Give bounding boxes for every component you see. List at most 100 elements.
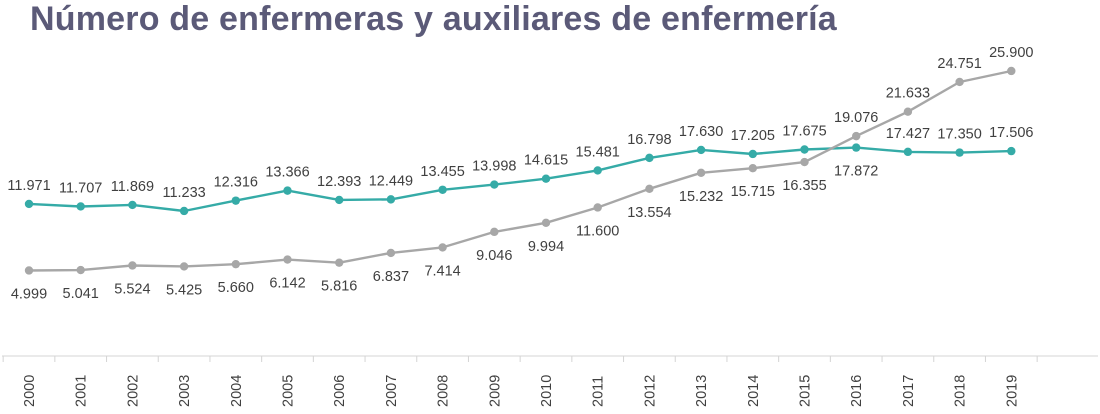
data-label: 5.425	[166, 282, 202, 298]
data-point	[128, 200, 137, 210]
data-point	[955, 148, 964, 157]
data-point	[438, 243, 447, 252]
data-point	[490, 227, 499, 237]
x-tick-label: 2017	[901, 375, 917, 407]
data-label: 15.481	[576, 144, 620, 160]
data-label: 5.816	[321, 279, 357, 295]
x-tick-label: 2010	[539, 375, 555, 407]
chart-title: Número de enfermeras y auxiliares de enf…	[30, 0, 837, 38]
data-label: 17.675	[782, 123, 826, 139]
data-point	[593, 203, 602, 212]
data-label: 11.707	[59, 180, 102, 196]
x-tick-label: 2015	[798, 375, 814, 407]
data-point	[800, 145, 809, 154]
data-point	[696, 168, 706, 178]
data-point	[438, 185, 447, 194]
series-line-2	[28, 69, 1012, 272]
data-point	[748, 164, 757, 173]
data-point	[283, 186, 292, 195]
x-tick-label: 2006	[332, 375, 348, 407]
data-point	[335, 258, 344, 267]
data-point	[179, 262, 189, 271]
data-label: 5.660	[218, 280, 254, 296]
data-label: 12.449	[369, 173, 413, 189]
x-tick-label: 2019	[1004, 375, 1020, 407]
data-label: 11.869	[111, 179, 154, 195]
x-tick-label: 2005	[281, 375, 297, 407]
data-point	[852, 131, 861, 141]
data-label: 13.554	[627, 205, 671, 221]
data-label: 17.872	[834, 164, 878, 180]
x-tick-label: 2016	[849, 375, 865, 407]
x-tick-label: 2014	[746, 375, 762, 407]
x-tick-label: 2007	[384, 375, 400, 407]
data-point	[696, 145, 706, 155]
x-tick-label: 2009	[487, 375, 503, 407]
data-point	[903, 107, 913, 116]
data-label: 9.994	[528, 239, 564, 255]
data-point	[645, 153, 654, 163]
x-tick-label: 2008	[436, 375, 452, 407]
data-label: 19.076	[834, 110, 878, 126]
data-label: 13.366	[265, 165, 309, 181]
x-tick-label: 2001	[74, 375, 90, 407]
data-label: 4.999	[11, 286, 47, 302]
x-tick-label: 2002	[125, 375, 141, 407]
data-label: 16.355	[782, 178, 826, 194]
data-label: 17.205	[731, 128, 775, 144]
x-tick-label: 2000	[22, 375, 38, 407]
data-label: 14.615	[524, 153, 568, 169]
data-point	[24, 199, 34, 209]
data-label: 12.393	[317, 174, 361, 190]
data-point	[386, 248, 396, 258]
x-tick-label: 2011	[591, 376, 607, 407]
data-point	[645, 184, 654, 194]
data-point	[231, 259, 240, 269]
data-label: 17.427	[886, 126, 930, 142]
data-label: 11.600	[576, 223, 619, 239]
data-label: 12.316	[214, 175, 258, 191]
data-label: 24.751	[937, 56, 981, 72]
data-label: 17.630	[679, 124, 723, 140]
data-point	[490, 180, 499, 189]
data-label: 21.633	[886, 86, 930, 102]
data-point	[24, 266, 34, 275]
data-point	[335, 195, 344, 205]
data-point	[903, 147, 913, 157]
data-point	[748, 149, 757, 159]
data-point	[128, 261, 137, 270]
data-point	[76, 265, 85, 275]
x-tick-label: 2013	[694, 375, 710, 407]
data-label: 17.350	[937, 127, 981, 143]
data-label: 25.900	[989, 45, 1033, 61]
data-label: 7.414	[424, 263, 460, 279]
x-tick-label: 2012	[642, 375, 658, 407]
data-point	[593, 166, 602, 175]
data-point	[955, 77, 964, 87]
data-label: 6.142	[269, 276, 305, 292]
data-label: 9.046	[476, 248, 512, 264]
data-label: 11.233	[162, 185, 205, 201]
data-point	[283, 255, 292, 264]
data-label: 5.041	[63, 286, 99, 302]
data-point	[1007, 146, 1016, 156]
x-tick-label: 2003	[177, 375, 193, 407]
data-point	[541, 174, 551, 183]
data-point	[231, 196, 240, 205]
x-tick-label: 2018	[953, 375, 969, 407]
data-point	[386, 195, 396, 204]
data-point	[852, 143, 861, 152]
data-label: 13.998	[472, 159, 516, 175]
data-label: 5.524	[114, 281, 150, 297]
x-tick-label: 2004	[229, 375, 245, 407]
data-label: 15.232	[679, 189, 723, 205]
data-label: 6.837	[373, 269, 409, 285]
data-point	[76, 202, 85, 211]
data-point	[179, 206, 189, 216]
series-line-1	[28, 146, 1012, 213]
data-point	[1007, 66, 1016, 76]
data-label: 11.971	[7, 178, 50, 194]
data-point	[800, 157, 809, 167]
data-label: 16.798	[627, 132, 671, 148]
